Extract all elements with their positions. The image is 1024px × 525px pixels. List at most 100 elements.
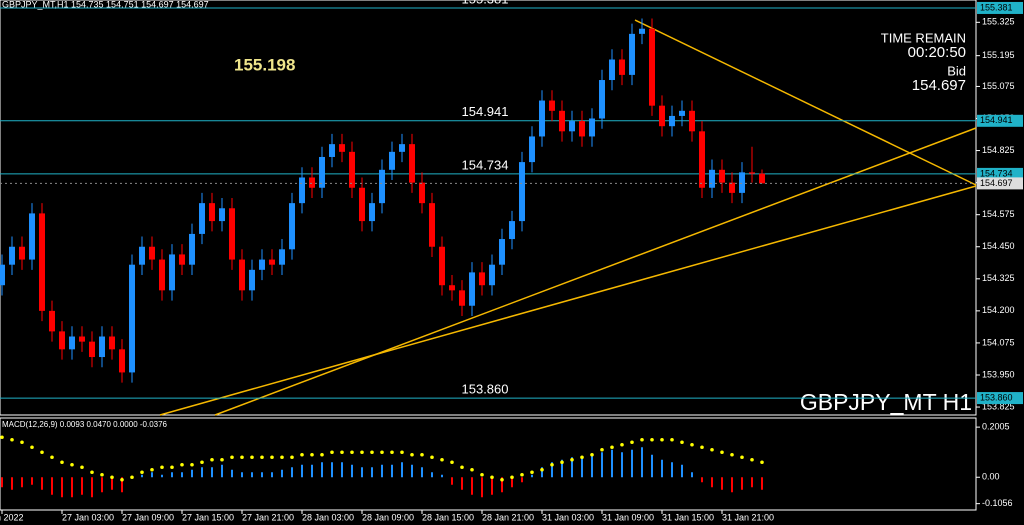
- candle-body: [709, 169, 715, 188]
- time-remain-label: TIME REMAIN: [881, 30, 966, 45]
- signal-dot: [720, 450, 724, 455]
- candle-body: [9, 246, 15, 265]
- signal-dot: [490, 475, 494, 480]
- candle-body: [169, 254, 175, 291]
- level-box: [977, 114, 1023, 127]
- signal-dot: [150, 467, 154, 472]
- signal-dot: [110, 475, 114, 480]
- candle-body: [389, 151, 395, 170]
- signal-dot: [90, 470, 94, 475]
- candle-body: [699, 131, 705, 188]
- trend-line: [159, 185, 977, 416]
- candle-body: [139, 246, 145, 265]
- level-box-label: 154.734: [980, 168, 1013, 178]
- y-tick-label: 154.575: [982, 209, 1015, 219]
- level-label: 154.941: [462, 104, 509, 119]
- candle-body: [729, 182, 735, 193]
- signal-dot: [460, 465, 464, 470]
- x-tick-label: 27 Jan 09:00: [122, 512, 174, 522]
- x-tick-label: 27 Jan 15:00: [182, 512, 234, 522]
- signal-dot: [450, 460, 454, 465]
- candle-body: [179, 254, 185, 265]
- candle-body: [649, 28, 655, 106]
- level-box: [977, 1, 1023, 14]
- candle-body: [39, 213, 45, 311]
- trend-line: [214, 127, 977, 416]
- candle-body: [219, 208, 225, 222]
- signal-dot: [270, 455, 274, 460]
- signal-dot: [260, 455, 264, 460]
- y-tick-label: 154.450: [982, 241, 1015, 251]
- candle-body: [459, 290, 465, 306]
- signal-dot: [360, 450, 364, 455]
- signal-dot: [190, 462, 194, 467]
- candle-body: [49, 310, 55, 332]
- candle-body: [409, 144, 415, 183]
- signal-dot: [500, 477, 504, 482]
- candle-body: [399, 144, 405, 152]
- signal-dot: [400, 450, 404, 455]
- candle-body: [429, 203, 435, 247]
- y-tick-label: 0.00: [982, 472, 1000, 482]
- candle-body: [129, 264, 135, 373]
- candle-body: [759, 173, 765, 184]
- candle-body: [529, 136, 535, 163]
- candle-body: [659, 105, 665, 127]
- signal-dot: [60, 460, 64, 465]
- candle-body: [69, 336, 75, 350]
- signal-dot: [630, 440, 634, 445]
- signal-dot: [530, 470, 534, 475]
- signal-dot: [180, 462, 184, 467]
- level-label: 153.860: [462, 382, 509, 397]
- candle-body: [369, 203, 375, 222]
- signal-dot: [690, 442, 694, 447]
- signal-dot: [610, 445, 614, 450]
- x-tick-label: 28 Jan 03:00: [302, 512, 354, 522]
- signal-dot: [620, 442, 624, 447]
- level-box: [977, 392, 1023, 405]
- candle-body: [119, 349, 125, 373]
- signal-dot: [650, 437, 654, 442]
- candle-body: [749, 172, 755, 174]
- signal-dot: [570, 457, 574, 462]
- y-tick-label: 153.950: [982, 369, 1015, 379]
- candle-body: [609, 59, 615, 81]
- main-frame: [0, 0, 977, 416]
- signal-dot: [240, 455, 244, 460]
- signal-dot: [740, 455, 744, 460]
- signal-dot: [580, 455, 584, 460]
- signal-dot: [470, 467, 474, 472]
- candle-body: [569, 121, 575, 132]
- candle-body: [349, 151, 355, 188]
- x-tick-label: 28 Jan 09:00: [362, 512, 414, 522]
- signal-dot: [0, 435, 4, 440]
- y-tick-label: 155.325: [982, 17, 1015, 27]
- candle-body: [289, 203, 295, 250]
- signal-dot: [30, 445, 34, 450]
- candle-body: [639, 28, 645, 34]
- chart-title: GBPJPY_MT,H1 154.735 154.751 154.697 154…: [2, 0, 209, 9]
- y-tick-label: 154.325: [982, 273, 1015, 283]
- y-tick-label: 155.075: [982, 81, 1015, 91]
- signal-dot: [520, 472, 524, 477]
- signal-dot: [560, 460, 564, 465]
- signal-dot: [170, 465, 174, 470]
- candle-body: [449, 285, 455, 291]
- signal-dot: [200, 460, 204, 465]
- signal-dot: [40, 450, 44, 455]
- x-tick-label: 28 Jan 15:00: [422, 512, 474, 522]
- candle-body: [199, 203, 205, 234]
- signal-dot: [430, 455, 434, 460]
- candle-body: [109, 336, 115, 350]
- candle-body: [319, 156, 325, 188]
- candle-body: [229, 208, 235, 260]
- signal-dot: [100, 472, 104, 477]
- level-box: [977, 167, 1023, 180]
- signal-dot: [220, 457, 224, 462]
- signal-dot: [410, 452, 414, 457]
- signal-dot: [120, 477, 124, 482]
- candle-body: [239, 259, 245, 291]
- signal-dot: [760, 460, 764, 465]
- candle-body: [269, 259, 275, 265]
- signal-dot: [160, 465, 164, 470]
